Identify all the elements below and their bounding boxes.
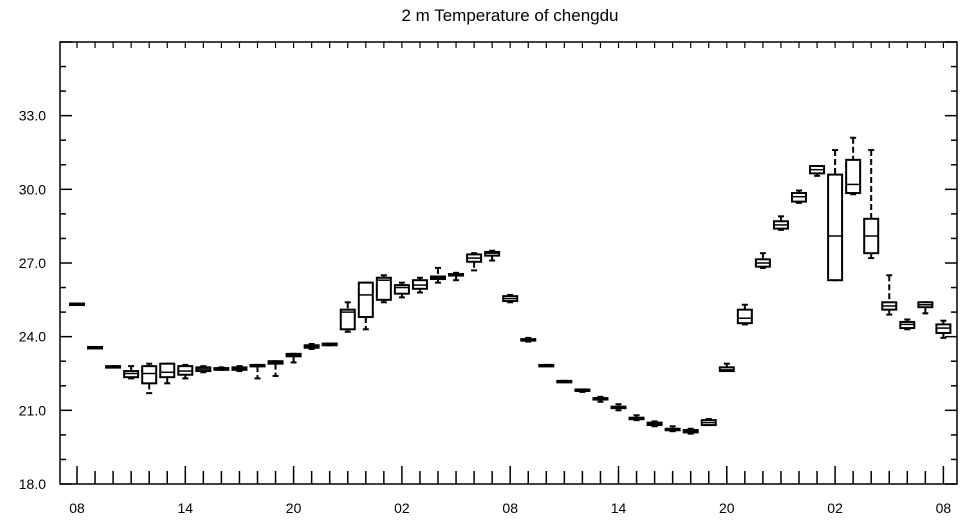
box-plot <box>321 342 338 347</box>
box-plot <box>285 352 302 364</box>
box-plot <box>411 276 428 294</box>
x-tick-label: 14 <box>611 500 627 516</box>
box-plot <box>664 425 681 433</box>
box-plot <box>159 362 176 385</box>
y-tick-label: 24.0 <box>19 329 46 345</box>
box-plot <box>213 366 230 371</box>
box-plot <box>556 379 573 384</box>
box-plot <box>466 252 483 272</box>
box-plot <box>123 365 140 380</box>
y-tick-label: 18.0 <box>19 476 46 492</box>
box-plot <box>231 365 248 373</box>
box-plot <box>791 189 807 204</box>
box-plot <box>69 302 85 307</box>
box-plot <box>646 420 663 428</box>
box-series <box>69 136 952 435</box>
x-tick-label: 08 <box>502 500 518 516</box>
x-tick-label: 20 <box>286 500 302 516</box>
interquartile-box <box>845 158 862 195</box>
x-tick-label: 08 <box>69 500 85 516</box>
axis-ticks <box>60 41 957 485</box>
y-tick-label: 21.0 <box>19 402 46 418</box>
box-plot <box>375 274 392 304</box>
box-plot <box>105 365 122 369</box>
box-plot <box>177 363 194 380</box>
box-plot <box>610 403 627 412</box>
interquartile-box <box>357 281 374 319</box>
box-plot <box>592 395 609 403</box>
chart-title: 2 m Temperature of chengdu <box>401 6 618 25</box>
box-plot <box>538 363 555 368</box>
plot-frame <box>59 41 958 485</box>
interquartile-box <box>393 284 410 295</box>
interquartile-box <box>159 362 176 379</box>
x-tick-label: 02 <box>394 500 410 516</box>
x-tick-label: 02 <box>827 500 843 516</box>
box-plot <box>303 343 320 350</box>
box-plot <box>736 303 753 326</box>
box-plot <box>700 417 717 427</box>
x-tick-label: 20 <box>719 500 735 516</box>
box-plot <box>881 274 898 316</box>
box-plot <box>502 293 519 304</box>
box-plot <box>141 362 158 395</box>
box-plot <box>935 319 952 339</box>
y-tick-label: 30.0 <box>19 181 46 197</box>
interquartile-box <box>736 308 753 325</box>
box-plot <box>809 165 826 177</box>
box-plot <box>574 388 591 393</box>
interquartile-box <box>827 173 844 282</box>
box-plot <box>772 215 789 231</box>
interquartile-box <box>375 276 392 301</box>
box-plot <box>718 362 735 373</box>
box-plot <box>195 365 212 374</box>
box-plot <box>484 249 501 262</box>
box-plot <box>87 345 104 350</box>
interquartile-box <box>339 308 356 331</box>
box-plot <box>863 149 880 260</box>
box-plot <box>339 301 356 333</box>
box-plot <box>628 414 645 422</box>
interquartile-box <box>141 365 158 385</box>
x-axis-tick-labels: 08 14 20 02 08 14 20 02 08 <box>69 500 951 516</box>
box-plot <box>357 281 374 331</box>
box-plot <box>845 136 862 196</box>
box-plot <box>899 318 916 331</box>
y-tick-label: 27.0 <box>19 255 46 271</box>
box-plot <box>827 149 844 282</box>
box-plot <box>393 281 410 299</box>
box-plot <box>520 336 537 343</box>
y-axis-tick-labels: 18.0 21.0 24.0 27.0 30.0 33.0 <box>19 108 46 492</box>
box-plot <box>682 427 699 435</box>
box-plot <box>917 301 934 315</box>
x-tick-label: 14 <box>178 500 194 516</box>
box-plot <box>430 266 446 284</box>
y-tick-label: 33.0 <box>19 108 46 124</box>
box-plot <box>267 360 284 377</box>
x-tick-label: 08 <box>936 500 952 516</box>
box-plot <box>249 363 266 380</box>
box-plot <box>754 252 771 269</box>
box-plot <box>448 271 465 282</box>
